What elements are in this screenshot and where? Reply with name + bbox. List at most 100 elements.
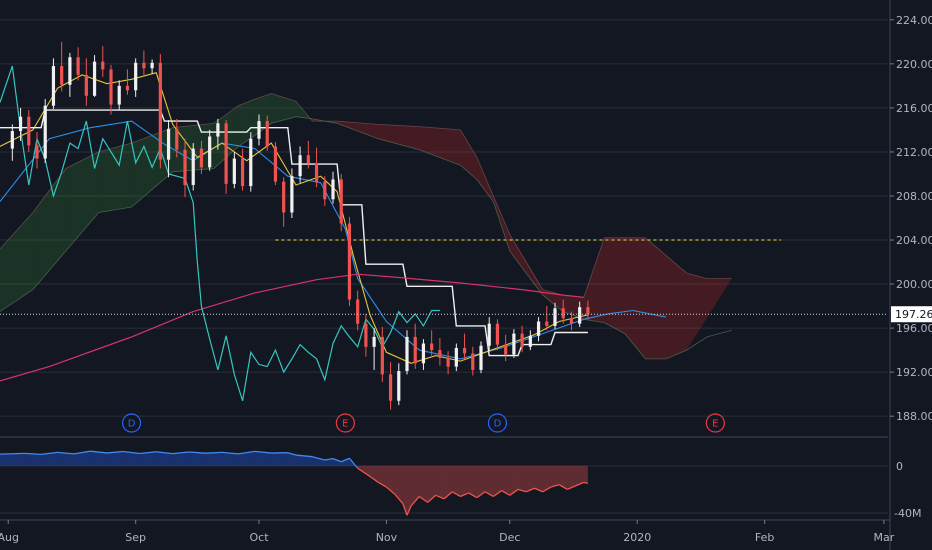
cloud-segment	[419, 126, 461, 166]
candle-body	[109, 69, 113, 105]
indicator-series-3	[0, 109, 588, 357]
price-tick-label: 188.00	[896, 410, 932, 423]
volume-area	[90, 451, 107, 466]
cloud-segment	[493, 195, 510, 252]
price-tick-label: 224.00	[896, 14, 932, 27]
time-tick-label: 2020	[623, 531, 651, 544]
volume-area	[485, 465, 494, 497]
candle-body	[569, 318, 574, 324]
cloud-segment	[645, 273, 708, 359]
candle-body	[430, 343, 434, 351]
candle-body	[372, 336, 376, 347]
volume-line	[542, 486, 552, 493]
volume-line	[509, 488, 519, 496]
volume-area	[74, 451, 91, 466]
volume-line	[106, 450, 124, 454]
volume-area	[156, 451, 173, 466]
volume-area	[493, 465, 502, 497]
volume-area	[407, 465, 412, 516]
volume-area	[341, 458, 350, 466]
candle-body	[240, 158, 245, 187]
candle-body	[60, 66, 64, 85]
volume-area	[238, 451, 255, 466]
candle-body	[347, 223, 352, 300]
volume-line	[24, 452, 42, 456]
volume-area	[333, 458, 342, 466]
candle-body	[282, 181, 286, 213]
candle-body	[462, 347, 467, 354]
price-tick-label: 208.00	[896, 190, 932, 203]
event-marker[interactable]	[487, 413, 508, 433]
cloud-segment	[666, 278, 732, 359]
volume-line	[41, 451, 58, 455]
candle-body	[454, 347, 458, 367]
price-tick-label: 192.00	[896, 366, 932, 379]
volume-area	[189, 452, 206, 466]
volume-line	[418, 495, 428, 503]
price-tick-label: 200.00	[896, 278, 932, 291]
volume-area	[172, 452, 190, 466]
candle-body	[191, 148, 195, 185]
time-tick-label: Oct	[249, 531, 269, 544]
volume-area	[452, 465, 461, 497]
price-tick-label: 220.00	[896, 58, 932, 71]
volume-area	[41, 452, 58, 466]
event-marker[interactable]	[335, 413, 355, 433]
candle-body	[10, 131, 14, 149]
volume-line	[348, 457, 359, 469]
candle-body	[150, 62, 154, 69]
price-axis-panel	[890, 0, 932, 550]
candle-body	[561, 308, 565, 319]
volume-line	[312, 456, 325, 461]
candle-body	[257, 121, 261, 139]
volume-line	[386, 486, 396, 495]
cloud-segment	[65, 151, 99, 252]
candle-body	[495, 323, 500, 345]
volume-area	[518, 465, 527, 492]
volume-area	[370, 465, 379, 483]
volume-line	[534, 487, 543, 493]
candle-body	[536, 321, 541, 336]
cloud-segment	[271, 93, 296, 124]
cloud-segment	[460, 129, 477, 180]
volume-line	[340, 457, 350, 463]
event-marker[interactable]	[705, 413, 725, 433]
candle-body	[18, 116, 23, 132]
candle-body	[232, 158, 236, 184]
time-tick-label: Mar	[874, 531, 895, 544]
volume-area	[312, 456, 325, 466]
candle-body	[199, 148, 204, 168]
candle-body	[158, 62, 162, 160]
volume-area	[419, 465, 428, 503]
cloud-segment	[337, 121, 379, 139]
cloud-segment	[624, 237, 687, 359]
volume-line	[189, 451, 206, 454]
volume-area	[205, 452, 222, 466]
candle-body	[446, 357, 450, 367]
volume-tick-label: 0	[896, 460, 903, 473]
cloud-segment	[542, 289, 564, 312]
volume-line	[287, 452, 297, 456]
candle-body	[421, 343, 426, 364]
volume-area	[435, 465, 444, 499]
volume-area	[460, 465, 469, 497]
event-marker[interactable]	[121, 413, 142, 433]
volume-line	[0, 452, 25, 455]
volume-line	[517, 488, 527, 493]
candlesticks	[10, 41, 590, 410]
candle-body	[578, 307, 582, 324]
volume-line	[468, 492, 478, 499]
candle-body	[224, 123, 228, 184]
volume-line	[435, 494, 445, 500]
candle-body	[249, 138, 253, 187]
volume-area	[402, 465, 407, 516]
time-tick-label: Sep	[125, 531, 146, 544]
candle-body	[306, 155, 310, 163]
volume-area	[0, 453, 25, 466]
volume-line	[139, 451, 157, 455]
volume-area	[106, 451, 124, 466]
volume-line	[583, 481, 589, 485]
volume-line	[357, 467, 371, 478]
